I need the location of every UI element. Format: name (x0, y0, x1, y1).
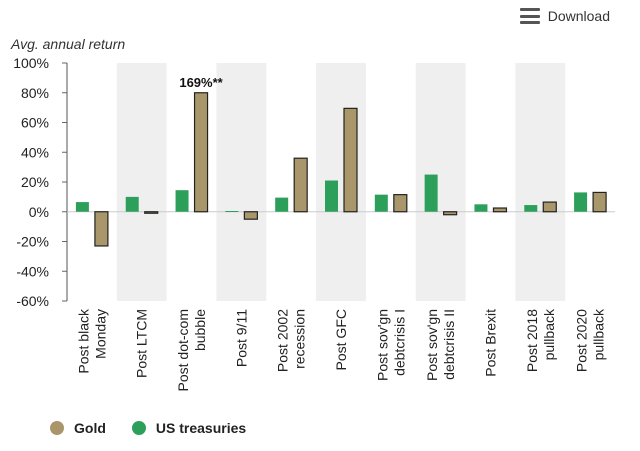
x-tick-label: pullback (541, 308, 557, 360)
y-tick-label: -20% (16, 234, 49, 250)
x-tick-label: Post Brexit (482, 309, 498, 377)
treasuries-bar (424, 174, 438, 212)
legend-item-gold[interactable]: Gold (50, 420, 106, 436)
x-tick-label: Post 2002 (275, 309, 291, 372)
shaded-band (415, 63, 466, 301)
gold-bar (443, 211, 458, 216)
gold-bar (144, 211, 159, 214)
treasuries-bar (125, 196, 139, 212)
y-axis-title: Avg. annual return (11, 36, 126, 52)
shaded-band (515, 63, 566, 301)
gold-swatch-icon (50, 421, 64, 435)
y-tick-label: 20% (21, 174, 49, 190)
legend-label-treasuries: US treasuries (155, 420, 247, 436)
x-tick-label: Post GFC (333, 309, 349, 370)
x-tick-label: Post black (75, 308, 91, 374)
treasuries-bar (374, 194, 388, 212)
treasuries-bar (325, 180, 338, 212)
x-tick-label: bubble (192, 309, 208, 351)
x-tick-label: pullback (591, 308, 607, 360)
treasuries-bar (275, 197, 289, 212)
gold-bar (592, 191, 607, 213)
shaded-band (116, 63, 167, 301)
y-tick-label: -40% (16, 263, 49, 279)
legend: Gold US treasuries (50, 420, 246, 436)
y-tick-label: 60% (21, 115, 49, 131)
gold-bar (542, 201, 557, 213)
x-tick-label: debtcrisis II (441, 309, 457, 380)
treasuries-swatch-icon (131, 421, 146, 435)
treasuries-bar (474, 204, 488, 212)
x-tick-label: Post 9/11 (233, 309, 249, 367)
shaded-band (216, 63, 267, 301)
gold-bar (193, 92, 209, 213)
treasuries-bar (175, 190, 189, 212)
gold-bar (243, 211, 258, 220)
shaded-band (316, 63, 366, 301)
x-tick-label: Post 2020 (574, 309, 590, 372)
y-tick-label: 0% (29, 204, 49, 220)
gold-bar (343, 107, 358, 213)
treasuries-bar (574, 192, 588, 212)
x-tick-label: Post LTCM (134, 309, 150, 378)
gold-bar (293, 157, 308, 213)
x-tick-label: recession (292, 309, 308, 369)
y-tick-label: 100% (13, 55, 49, 71)
legend-label-gold: Gold (74, 420, 106, 436)
treasuries-bar (225, 211, 239, 213)
gold-bar (393, 194, 408, 213)
x-tick-label: debtcrisis I (391, 309, 407, 376)
download-button[interactable]: Download (519, 8, 610, 24)
x-tick-label: Post sov'gn (374, 309, 390, 381)
y-tick-label: -60% (16, 293, 49, 309)
x-tick-label: Post dot-com (175, 309, 191, 391)
x-tick-label: Post 2018 (524, 309, 540, 372)
download-label: Download (547, 8, 610, 24)
x-tick-label: Post sov'gn (424, 309, 440, 381)
y-tick-label: 80% (21, 85, 49, 101)
y-tick-label: 40% (21, 144, 49, 160)
gold-bar (94, 211, 109, 247)
legend-item-treasuries[interactable]: US treasuries (131, 420, 247, 436)
gold-bar (492, 207, 508, 213)
x-tick-label: Monday (92, 309, 108, 359)
menu-icon (519, 8, 540, 24)
annotation-label: 169%** (179, 75, 223, 90)
treasuries-bar (75, 202, 89, 212)
treasuries-bar (524, 205, 538, 212)
